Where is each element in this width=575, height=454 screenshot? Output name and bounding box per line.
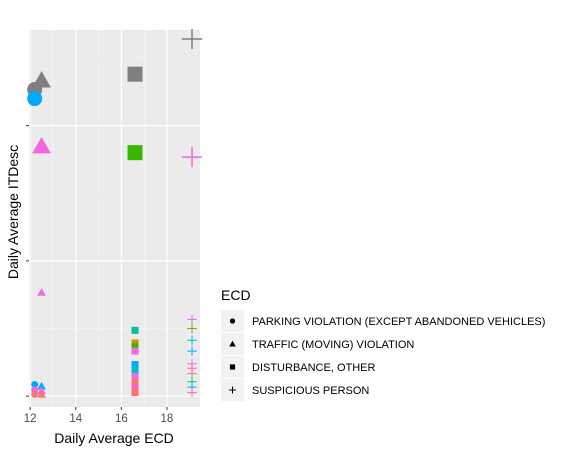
x-axis-title: Daily Average ECD [54,430,174,446]
legend-key-plus [228,386,237,394]
x-tick-label: 12 [24,413,37,425]
legend-key-triangle [229,340,236,347]
data-point [131,383,139,391]
data-point [131,326,139,334]
minor-gridlines [29,30,200,407]
data-point [127,145,143,161]
x-axis: 12 14 16 18 [24,407,174,425]
y-axis [26,125,29,397]
legend-title: ECD [221,287,251,303]
data-point [187,387,197,398]
data-point [131,339,139,347]
data-point [31,390,39,398]
data-point [131,372,139,380]
legend-key-circle [229,318,236,324]
legend-label: DISTURBANCE, OTHER [252,362,376,374]
data-point [127,66,143,82]
legend-label: PARKING VIOLATION (EXCEPT ABANDONED VEHI… [252,316,545,328]
data-point [187,335,197,345]
data-point [31,380,39,388]
y-axis-title: Daily Average ITDesc [5,145,21,279]
data-point [181,147,203,168]
data-point [27,91,43,107]
x-tick-label: 16 [115,413,128,425]
data-point [131,378,139,386]
legend: ECD PARKING VIOLATION (EXCEPT ABANDONED … [221,287,545,401]
data-point [131,366,139,374]
legend-label: TRAFFIC (MOVING) VIOLATION [252,339,414,351]
data-point [187,314,197,325]
data-point [131,347,139,355]
legend-key-square [229,364,236,370]
data-points [27,28,203,398]
data-point [187,368,197,379]
data-point [187,346,197,356]
x-tick-label: 14 [69,413,82,425]
data-point [131,389,139,397]
plot-panel [29,30,200,407]
data-point [37,381,46,390]
x-tick-label: 18 [161,413,174,425]
data-point [181,28,203,50]
data-point [37,288,46,296]
data-point [32,136,51,154]
data-point [131,361,139,369]
legend-label: SUSPICIOUS PERSON [252,385,369,397]
data-point [37,389,46,398]
data-point [187,323,197,334]
data-point [131,343,139,351]
